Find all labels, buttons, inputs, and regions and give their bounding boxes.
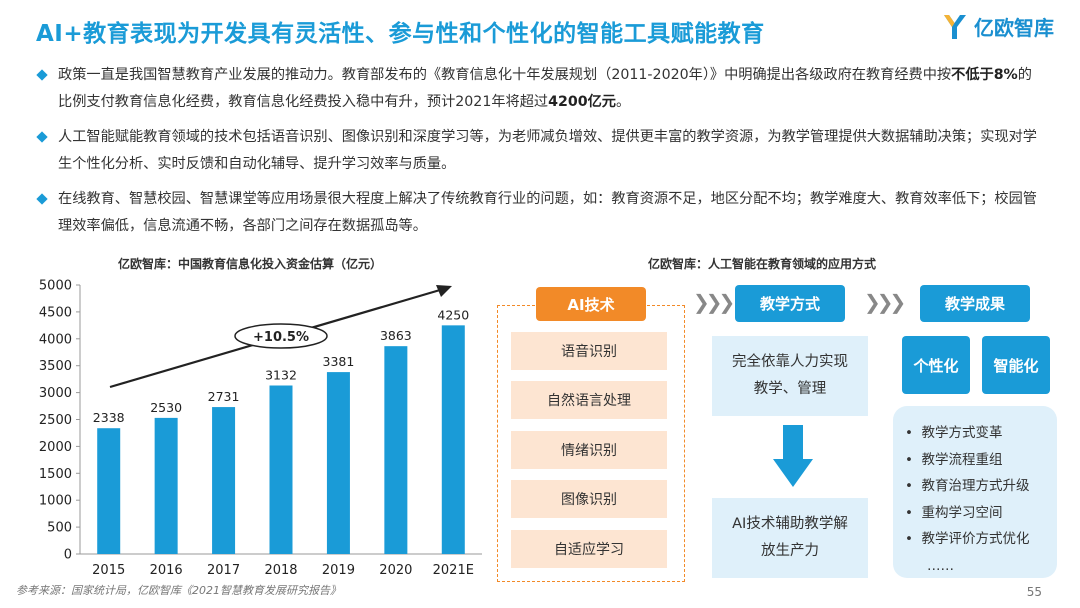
data-label: 2731: [208, 389, 240, 404]
y-tick-label: 3000: [39, 386, 72, 401]
bar: [441, 325, 465, 554]
result-item: ……: [927, 557, 954, 574]
bar: [269, 385, 293, 554]
y-tick-label: 1500: [39, 467, 72, 482]
ai-tech-header: AI技术: [536, 287, 646, 321]
result-item: • 教学评价方式优化: [905, 531, 1030, 547]
result-item: • 教育治理方式升级: [905, 478, 1030, 494]
bullet-list: 政策一直是我国智慧教育产业发展的推动力。教育部发布的《教育信息化十年发展规划（2…: [36, 62, 1046, 248]
source-note: 参考来源：国家统计局，亿欧智库《2021智慧教育发展研究报告》: [16, 584, 341, 597]
bullet-text: 的比例支付教育信息化经费，教育信息化经费投入稳中有升，预计2021年将超过: [58, 67, 1032, 110]
data-label: 2530: [150, 400, 182, 415]
bullet-highlight: 不低于8%: [951, 67, 1018, 83]
y-tick-label: 0: [64, 548, 72, 563]
x-tick-label: 2015: [92, 563, 125, 578]
result-panel: [893, 406, 1057, 578]
result-tag-intelligent: 智能化: [982, 336, 1050, 394]
x-tick-label: 2017: [207, 563, 240, 578]
x-tick-label: 2020: [379, 563, 412, 578]
result-item: • 教学方式变革: [905, 425, 1003, 441]
diamond-bullet-icon: [36, 69, 48, 81]
chevron-right-icon: ❯❯❯: [864, 290, 906, 314]
data-label: 3863: [380, 328, 412, 343]
bullet-ai-tech: 人工智能赋能教育领域的技术包括语音识别、图像识别和深度学习等，为老师减负增效、提…: [36, 124, 1046, 178]
diamond-bullet-icon: [36, 131, 48, 143]
bar: [212, 407, 236, 554]
bar: [97, 428, 121, 554]
bullet-scenarios: 在线教育、智慧校园、智慧课堂等应用场景很大程度上解决了传统教育行业的问题，如：教…: [36, 186, 1046, 240]
result-item: • 重构学习空间: [905, 504, 1003, 521]
ai-item: 图像识别: [511, 480, 667, 518]
data-label: 3132: [265, 367, 297, 382]
logo: 亿欧智库: [942, 12, 1054, 41]
data-label: 2338: [93, 410, 125, 425]
y-tick-label: 3500: [39, 359, 72, 374]
x-tick-label: 2016: [150, 563, 183, 578]
chevron-right-icon: ❯❯❯: [693, 290, 735, 314]
page-number: 55: [1026, 585, 1042, 599]
bullet-policy: 政策一直是我国智慧教育产业发展的推动力。教育部发布的《教育信息化十年发展规划（2…: [36, 62, 1046, 116]
page-title: AI+教育表现为开发具有灵活性、参与性和个性化的智能工具赋能教育: [36, 21, 765, 47]
bullet-text: 在线教育、智慧校园、智慧课堂等应用场景很大程度上解决了传统教育行业的问题，如：教…: [58, 191, 1037, 234]
bullet-text: 人工智能赋能教育领域的技术包括语音识别、图像识别和深度学习等，为老师减负增效、提…: [58, 129, 1037, 172]
yiou-logo-icon: [944, 14, 966, 39]
x-tick-label: 2019: [322, 563, 355, 578]
result-header: 教学成果: [920, 285, 1030, 322]
data-label: 3381: [323, 354, 355, 369]
y-tick-label: 4000: [39, 332, 72, 347]
bar-chart: 0 500 1000 1500 2000 2500 3000 3500 4000 4500 5000…: [39, 279, 482, 578]
chart-title: 亿欧智库：中国教育信息化投入资金估算（亿元）: [118, 257, 383, 271]
result-item: • 教学流程重组: [905, 451, 1003, 468]
arrow-head-icon: [436, 285, 452, 297]
bullet-text: 。: [615, 94, 631, 110]
y-tick-label: 1000: [39, 494, 72, 509]
result-tag-personalized: 个性化: [902, 336, 970, 394]
bar: [154, 417, 178, 554]
bullet-text: 政策一直是我国智慧教育产业发展的推动力。教育部发布的《教育信息化十年发展规划（2…: [58, 67, 952, 83]
method-after-box: AI技术辅助教学解放生产力: [712, 498, 868, 578]
ai-item: 情绪识别: [511, 431, 667, 469]
y-tick-label: 5000: [39, 279, 72, 294]
x-tick-label: 2021E: [433, 563, 474, 578]
data-label: 4250: [437, 307, 469, 322]
y-tick-label: 2500: [39, 413, 72, 428]
logo-text: 亿欧智库: [974, 16, 1054, 40]
ai-item: 自然语言处理: [511, 381, 667, 419]
arrow-down-icon: [773, 425, 813, 487]
ai-item: 自适应学习: [511, 530, 667, 568]
bar: [326, 372, 350, 554]
bar: [384, 346, 408, 554]
diamond-bullet-icon: [36, 193, 48, 205]
result-list: • 教学方式变革 • 教学流程重组 • 教育治理方式升级 • 重构学习空间 • …: [905, 420, 1030, 579]
y-tick-label: 2000: [39, 440, 72, 455]
y-tick-label: 500: [47, 521, 72, 536]
diagram-title: 亿欧智库：人工智能在教育领域的应用方式: [648, 257, 877, 271]
ai-item: 语音识别: [511, 332, 667, 370]
growth-label: +10.5%: [253, 330, 309, 345]
y-tick-label: 4500: [39, 305, 72, 320]
method-header: 教学方式: [735, 285, 845, 322]
bullet-highlight: 4200亿元: [548, 94, 616, 110]
method-before-box: 完全依靠人力实现教学、管理: [712, 336, 868, 416]
growth-ellipse: [234, 323, 328, 349]
x-tick-label: 2018: [264, 563, 297, 578]
